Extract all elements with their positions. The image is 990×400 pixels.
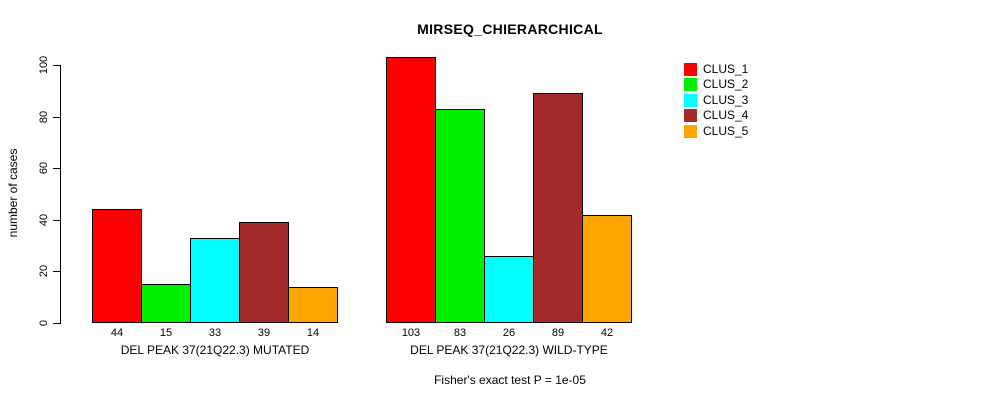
y-axis-tick xyxy=(53,219,60,221)
legend-swatch-clus_1 xyxy=(684,63,697,76)
bar-clus_2 xyxy=(141,284,191,323)
legend-item-label: CLUS_5 xyxy=(703,123,749,138)
legend-swatch-clus_5 xyxy=(684,124,697,138)
bar-clus_5 xyxy=(288,286,338,323)
y-axis-tick xyxy=(53,65,60,66)
legend-item-label: CLUS_3 xyxy=(703,92,749,107)
bar-clus_3 xyxy=(484,255,534,323)
bar-value-label: 14 xyxy=(306,327,320,339)
y-axis-tick xyxy=(53,271,60,273)
bar-clus_1 xyxy=(92,209,142,323)
y-axis-line xyxy=(60,65,61,324)
bar-value-label: 42 xyxy=(600,327,614,339)
legend-item-label: CLUS_1 xyxy=(703,62,749,76)
bar-value-label: 33 xyxy=(208,327,222,339)
y-axis-tick-label: 20 xyxy=(38,265,50,278)
y-axis-tick-label: 60 xyxy=(38,162,50,175)
bar-clus_1 xyxy=(386,57,436,323)
bar-value-label: 44 xyxy=(110,327,124,339)
chart-title: MIRSEQ_CHIERARCHICAL xyxy=(417,21,603,37)
legend-swatch-clus_3 xyxy=(684,93,697,107)
y-axis-tick xyxy=(53,323,60,324)
bar-value-label: 89 xyxy=(551,327,565,339)
legend-item-label: CLUS_4 xyxy=(703,108,749,123)
bar-value-label: 15 xyxy=(159,327,173,339)
y-axis-tick xyxy=(53,116,60,118)
x-axis-group-label: DEL PEAK 37(21Q22.3) MUTATED xyxy=(120,343,310,357)
y-axis-tick-label: 80 xyxy=(38,110,50,123)
fisher-test-note: Fisher's exact test P = 1e-05 xyxy=(434,373,586,387)
legend-item-label: CLUS_2 xyxy=(703,77,749,92)
bar-clus_5 xyxy=(582,214,632,323)
bar-value-label: 103 xyxy=(401,327,421,339)
x-axis-group-label: DEL PEAK 37(21Q22.3) WILD-TYPE xyxy=(410,343,608,357)
y-axis-tick-label: 40 xyxy=(38,213,50,226)
y-axis-tick-label: 0 xyxy=(38,319,50,327)
y-axis-tick xyxy=(53,168,60,170)
bar-clus_4 xyxy=(533,93,583,323)
bar-clus_2 xyxy=(435,108,485,323)
bar-value-label: 26 xyxy=(502,327,516,339)
y-axis-tick-label: 100 xyxy=(38,55,50,75)
bar-clus_3 xyxy=(190,237,240,323)
y-axis-title: number of cases xyxy=(6,148,20,238)
bar-value-label: 83 xyxy=(453,327,467,339)
legend-swatch-clus_4 xyxy=(684,109,697,123)
legend-swatch-clus_2 xyxy=(684,78,697,92)
bar-clus_4 xyxy=(239,222,289,323)
bar-value-label: 39 xyxy=(257,327,271,339)
